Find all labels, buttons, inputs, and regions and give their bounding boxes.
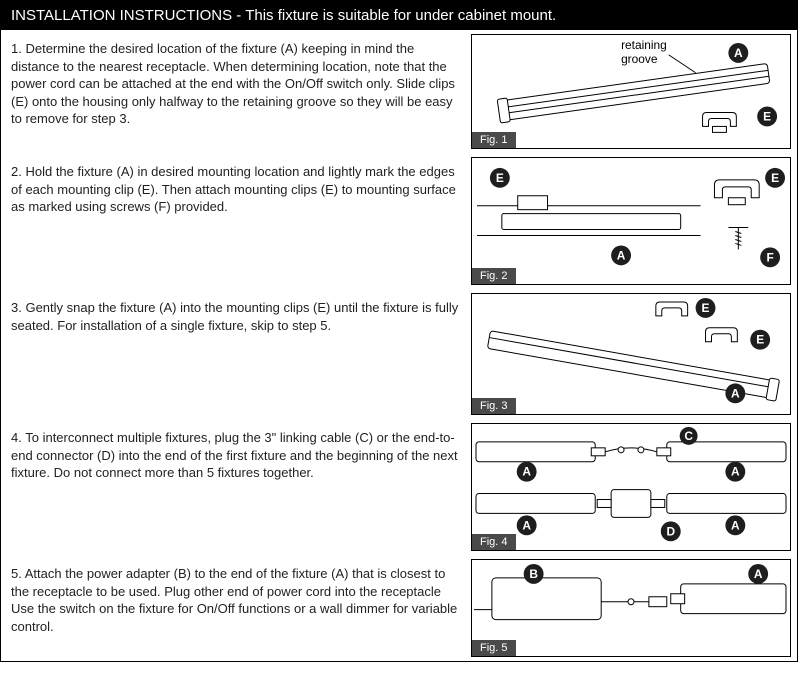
fig2-badge-f: F	[766, 250, 773, 264]
retaining-label-1: retaining	[621, 38, 667, 52]
fig2-badge-e2: E	[771, 171, 779, 185]
step-3-text: 3. Gently snap the fixture (A) into the …	[1, 289, 471, 346]
fig4-badge-a4: A	[731, 518, 740, 532]
fig3-label: Fig. 3	[472, 398, 516, 414]
step-2-text: 2. Hold the fixture (A) in desired mount…	[1, 153, 471, 228]
fig3-badge-e2: E	[756, 333, 764, 347]
fig3-badge-a: A	[731, 386, 740, 400]
step-4-body: To interconnect multiple fixtures, plug …	[11, 430, 458, 480]
step-5: 5. Attach the power adapter (B) to the e…	[1, 555, 797, 661]
fig1-label: Fig. 1	[472, 132, 516, 148]
step-2-body: Hold the fixture (A) in desired mounting…	[11, 164, 456, 214]
fig5-badge-a: A	[754, 567, 763, 581]
step-3-num: 3.	[11, 300, 22, 315]
fig4-badge-a1: A	[522, 465, 531, 479]
retaining-label-2: groove	[621, 52, 658, 66]
step-1-body: Determine the desired location of the fi…	[11, 41, 455, 126]
fig2-label: Fig. 2	[472, 268, 516, 284]
fig4-badge-a2: A	[731, 465, 740, 479]
step-2: 2. Hold the fixture (A) in desired mount…	[1, 153, 797, 289]
figure-3: E E A Fig. 3	[471, 293, 791, 415]
fig2-badge-e1: E	[496, 171, 504, 185]
fig1-badge-e: E	[763, 109, 771, 123]
page: INSTALLATION INSTRUCTIONS - This fixture…	[0, 0, 798, 662]
step-4-text: 4. To interconnect multiple fixtures, pl…	[1, 419, 471, 494]
figure-5: B A Fig. 5	[471, 559, 791, 657]
step-2-num: 2.	[11, 164, 22, 179]
figure-2: E E A F Fig. 2	[471, 157, 791, 285]
fig5-badge-b: B	[529, 567, 538, 581]
fig1-badge-a: A	[734, 46, 743, 60]
step-1-num: 1.	[11, 41, 22, 56]
step-5-body: Attach the power adapter (B) to the end …	[11, 566, 457, 634]
fig5-label: Fig. 5	[472, 640, 516, 656]
header-bar: INSTALLATION INSTRUCTIONS - This fixture…	[1, 1, 797, 30]
content: 1. Determine the desired location of the…	[1, 30, 797, 661]
figure-4: C A A A A D Fig. 4	[471, 423, 791, 551]
step-5-text: 5. Attach the power adapter (B) to the e…	[1, 555, 471, 647]
figure-1: retaining groove	[471, 34, 791, 149]
step-4-num: 4.	[11, 430, 22, 445]
fig3-badge-e1: E	[702, 301, 710, 315]
step-3: 3. Gently snap the fixture (A) into the …	[1, 289, 797, 419]
fig4-badge-d: D	[666, 524, 675, 538]
fig4-badge-c: C	[684, 429, 693, 443]
fig4-badge-a3: A	[522, 518, 531, 532]
step-3-body: Gently snap the fixture (A) into the mou…	[11, 300, 458, 333]
step-1-text: 1. Determine the desired location of the…	[1, 30, 471, 140]
step-4: 4. To interconnect multiple fixtures, pl…	[1, 419, 797, 555]
fig4-label: Fig. 4	[472, 534, 516, 550]
step-1: 1. Determine the desired location of the…	[1, 30, 797, 153]
fig2-badge-a: A	[617, 248, 626, 262]
step-5-num: 5.	[11, 566, 22, 581]
